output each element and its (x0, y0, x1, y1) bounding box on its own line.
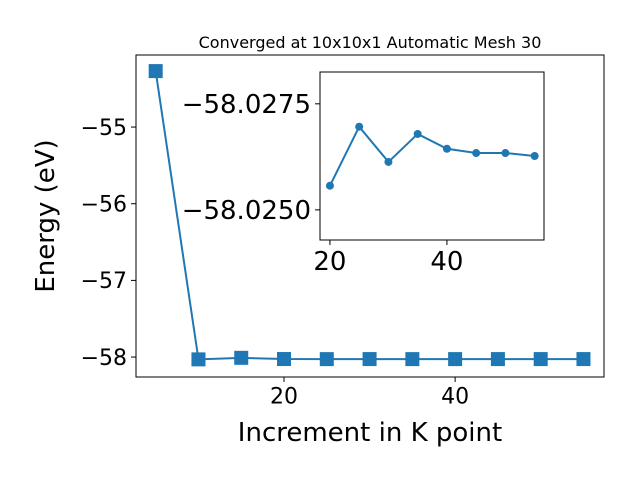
y-tick-label: −56 (81, 192, 127, 217)
marker (490, 352, 505, 367)
marker (413, 129, 422, 138)
marker (530, 152, 539, 160)
marker (384, 157, 393, 166)
marker (234, 350, 249, 365)
axes-frame (319, 71, 545, 241)
marker (191, 352, 206, 367)
marker (405, 352, 420, 367)
marker (448, 352, 463, 367)
marker (442, 144, 451, 153)
x-axis-label: Increment in K point (238, 418, 502, 448)
x-tick-label: 40 (441, 385, 469, 410)
marker (472, 149, 481, 158)
marker (533, 352, 548, 367)
x-tick-label: 20 (313, 247, 346, 277)
line (329, 124, 535, 187)
x-tick-label: 20 (270, 385, 298, 410)
y-axis-label: Energy (eV) (31, 139, 61, 292)
y-tick-label: −58.0275 (182, 90, 311, 120)
y-tick-label: −57 (81, 269, 127, 294)
x-tick-label: 40 (430, 247, 463, 277)
marker (576, 352, 591, 367)
marker (362, 352, 377, 367)
marker (319, 352, 334, 367)
y-tick-label: −58 (81, 346, 127, 371)
y-tick-label: −55 (81, 116, 127, 141)
y-tick-label: −58.0250 (182, 196, 311, 226)
marker (355, 122, 364, 131)
chart-title: Converged at 10x10x1 Automatic Mesh 30 (199, 33, 542, 52)
marker (501, 149, 510, 158)
marker (277, 352, 292, 367)
marker (325, 181, 334, 190)
marker (148, 64, 163, 79)
